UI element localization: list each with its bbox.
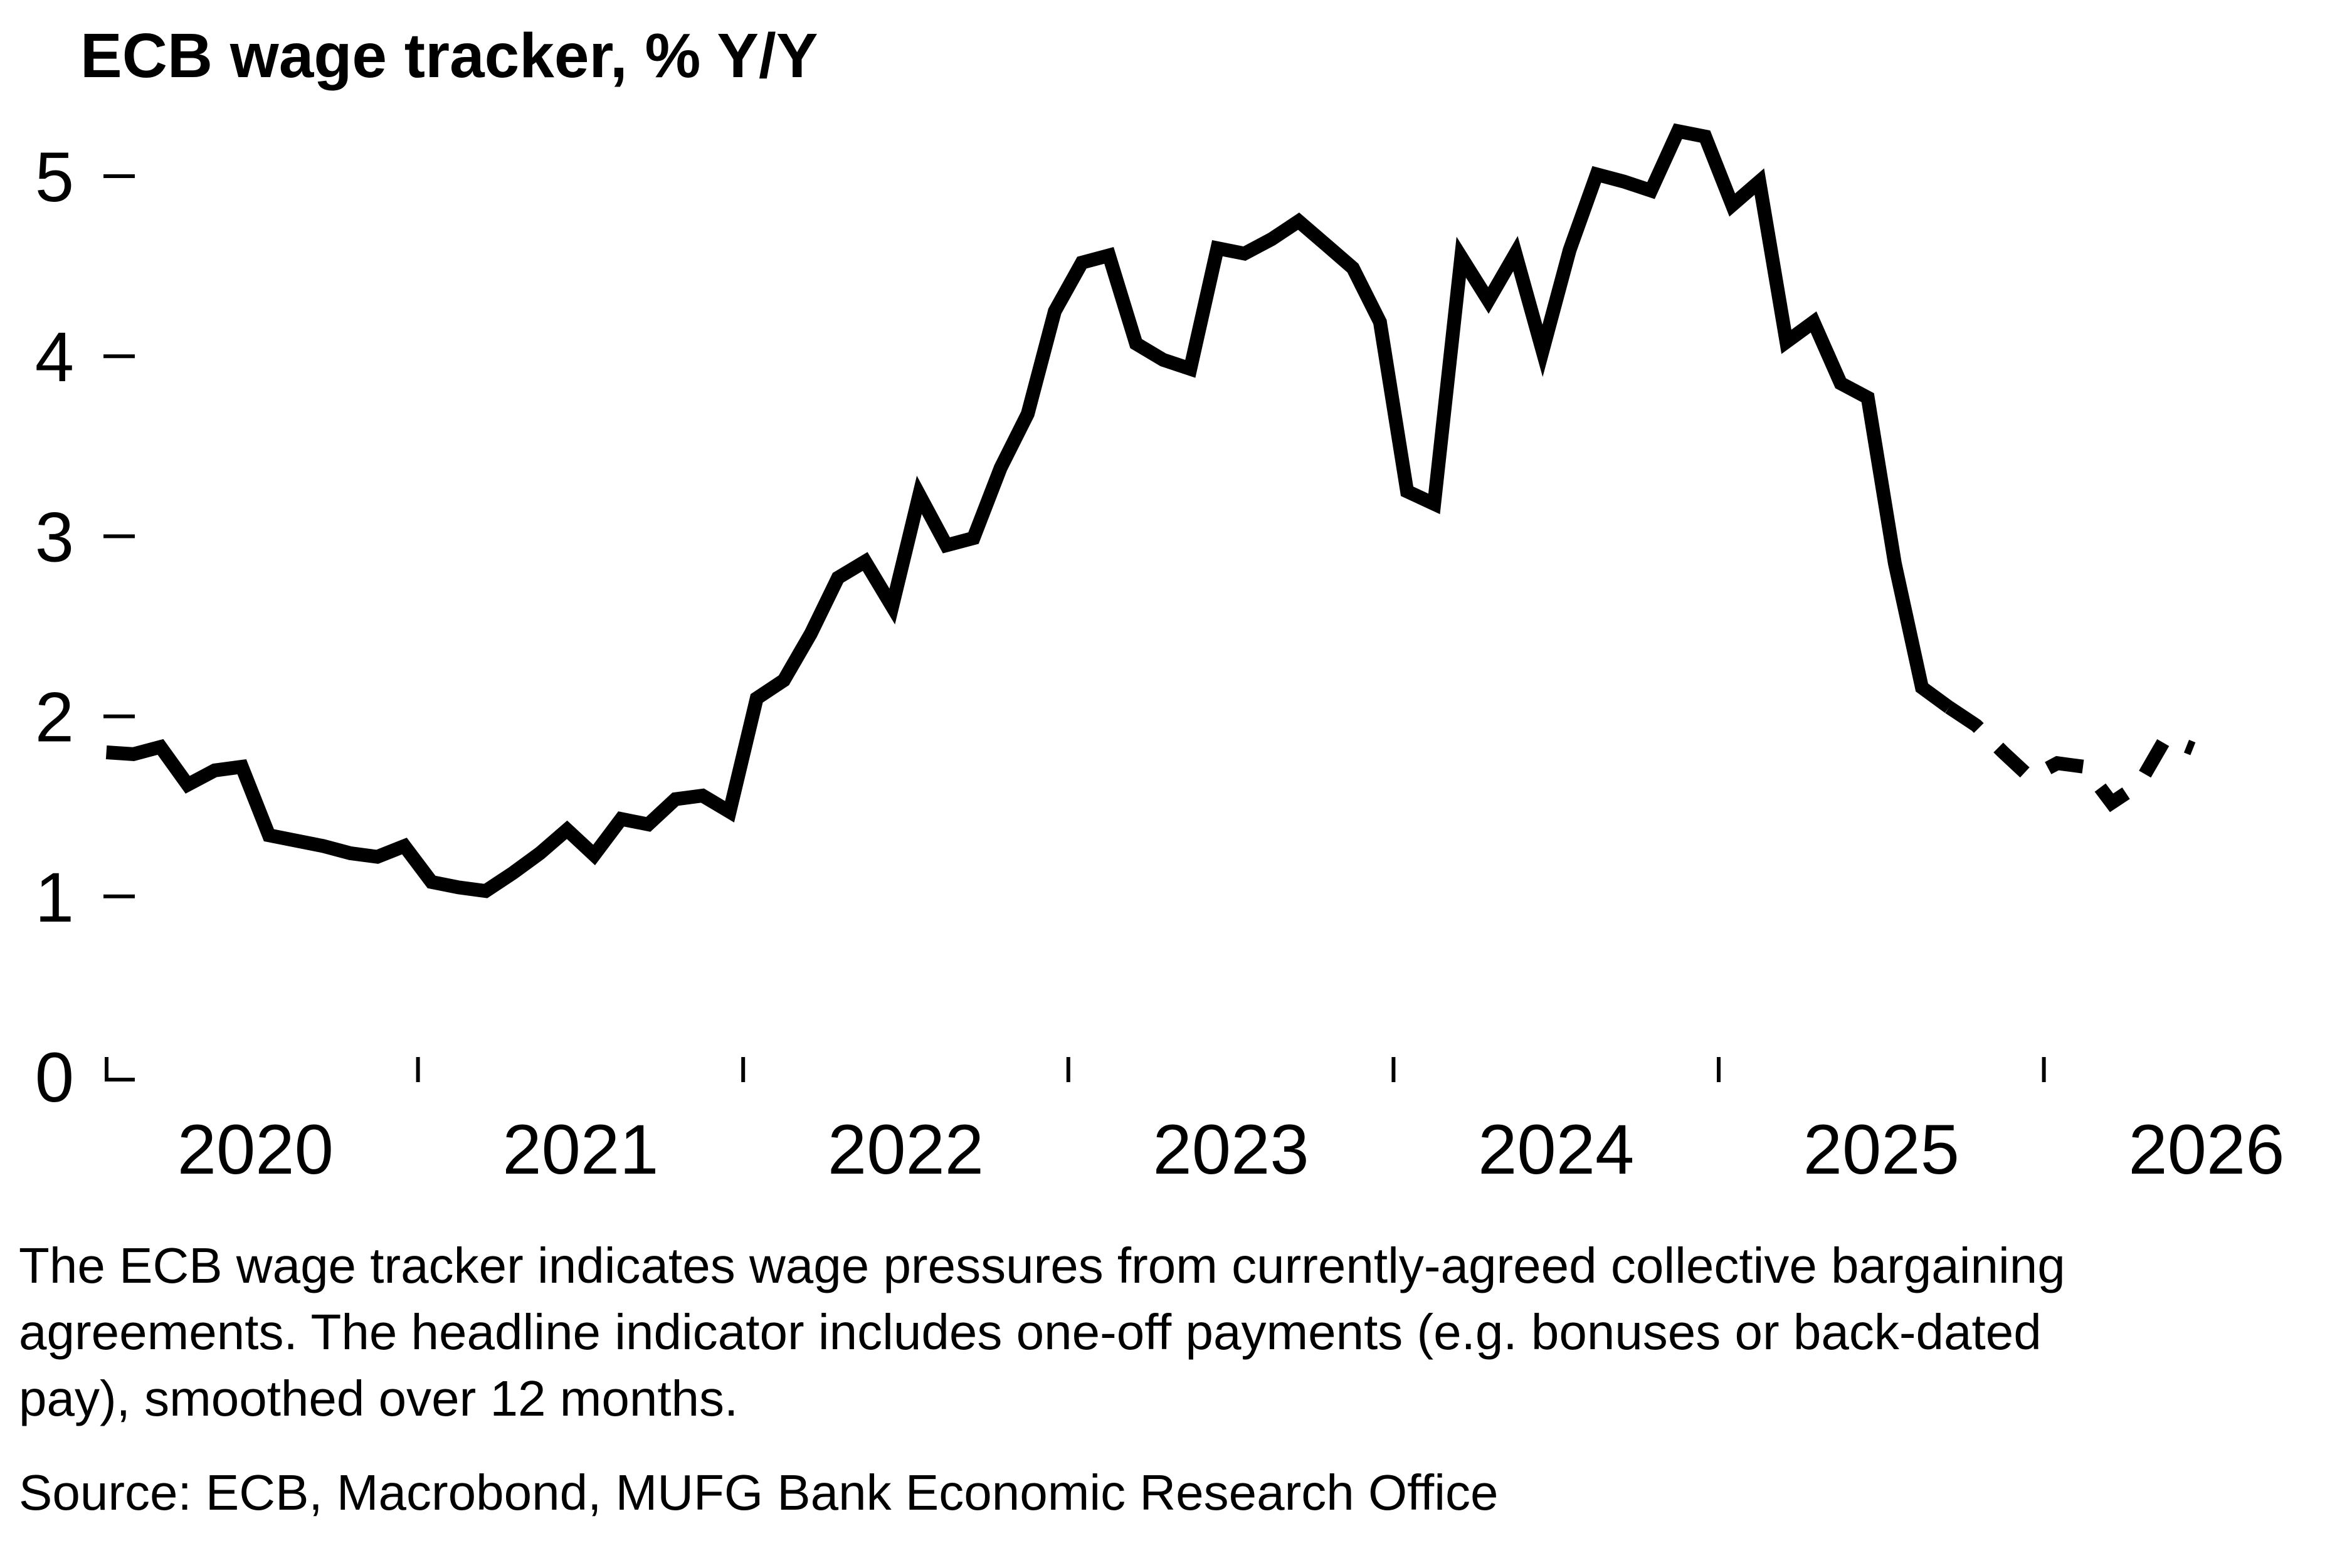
footnote-line-3: pay), smoothed over 12 months.: [19, 1371, 738, 1426]
y-tick-label: 2: [35, 678, 74, 757]
y-axis: 0 1 2 3 4 5: [35, 138, 135, 1117]
x-axis: 2020 2021 2022 2023 2024 2025 2026: [177, 1057, 2284, 1189]
y-tick-label: 1: [35, 858, 74, 937]
x-year-label: 2022: [828, 1110, 984, 1189]
data-series: [105, 123, 2196, 898]
footnote-line-2: agreements. The headline indicator inclu…: [19, 1304, 2042, 1360]
x-year-label: 2025: [1803, 1110, 1959, 1189]
origin-corner-tick: [105, 1057, 135, 1081]
x-year-label: 2023: [1153, 1110, 1309, 1189]
y-tick-label: 4: [35, 318, 74, 396]
y-tick-label: 0: [35, 1038, 74, 1117]
x-year-label: 2021: [502, 1110, 658, 1189]
y-tick-label: 5: [35, 138, 74, 216]
y-tick-label: 3: [35, 498, 74, 576]
wage-tracker-line-forecast: [1945, 702, 2196, 813]
chart-title: ECB wage tracker, % Y/Y: [80, 21, 818, 91]
footnote-line-1: The ECB wage tracker indicates wage pres…: [19, 1238, 2065, 1293]
x-year-label: 2026: [2128, 1110, 2284, 1189]
wage-tracker-line-actual: [105, 123, 1953, 898]
x-year-label: 2020: [177, 1110, 334, 1189]
footnote: The ECB wage tracker indicates wage pres…: [19, 1238, 2065, 1426]
x-year-label: 2024: [1478, 1110, 1634, 1189]
source-line: Source: ECB, Macrobond, MUFG Bank Econom…: [19, 1465, 1498, 1520]
